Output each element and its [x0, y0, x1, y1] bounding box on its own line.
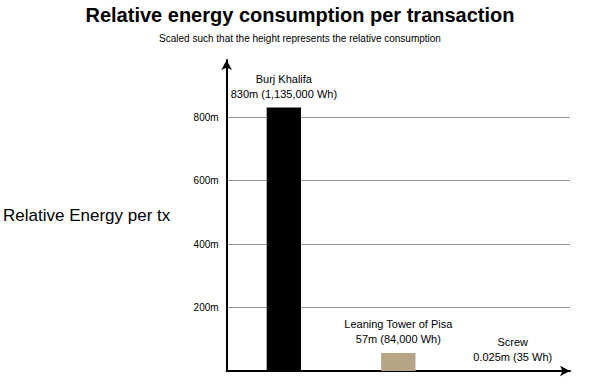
svg-text:200m: 200m	[194, 302, 219, 313]
svg-text:830m (1,135,000 Wh): 830m (1,135,000 Wh)	[231, 88, 337, 100]
svg-text:Screw: Screw	[497, 336, 528, 348]
svg-text:Leaning Tower of Pisa: Leaning Tower of Pisa	[344, 318, 453, 330]
svg-text:600m: 600m	[194, 175, 219, 186]
svg-text:Relative energy consumption pe: Relative energy consumption per transact…	[86, 4, 515, 26]
svg-text:Scaled such that the height re: Scaled such that the height represents t…	[159, 33, 441, 44]
svg-text:0.025m (35 Wh): 0.025m (35 Wh)	[473, 351, 552, 363]
svg-text:Relative Energy per tx: Relative Energy per tx	[3, 206, 171, 225]
svg-text:800m: 800m	[194, 112, 219, 123]
svg-text:Burj Khalifa: Burj Khalifa	[256, 73, 313, 85]
svg-text:400m: 400m	[194, 239, 219, 250]
svg-text:57m (84,000 Wh): 57m (84,000 Wh)	[356, 333, 441, 345]
